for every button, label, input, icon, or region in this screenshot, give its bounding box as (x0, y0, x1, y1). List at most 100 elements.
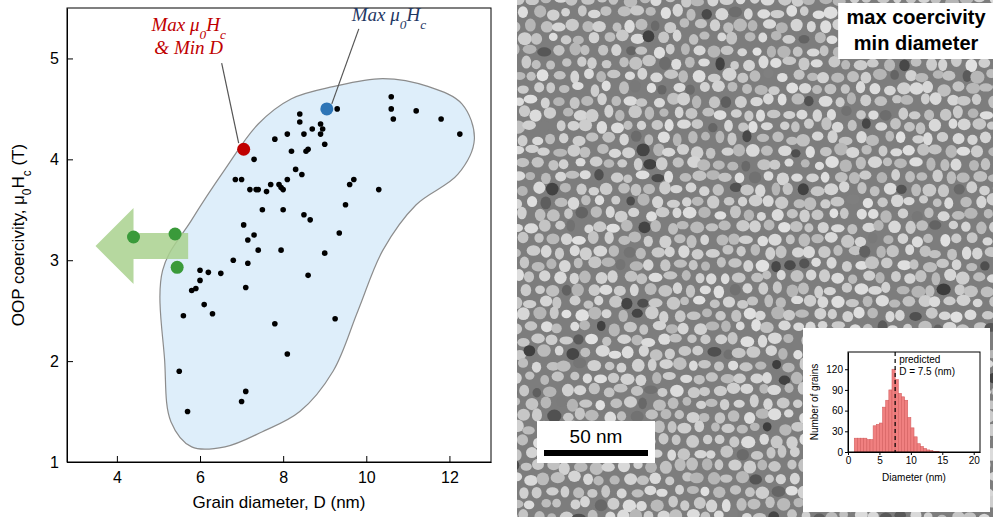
grain (737, 300, 748, 309)
grain (602, 257, 616, 267)
grain (523, 45, 537, 54)
scale-line (544, 450, 648, 456)
grain (713, 184, 724, 196)
grain (647, 83, 656, 93)
grain (786, 5, 797, 17)
grain (538, 120, 550, 132)
tick-mark (283, 456, 284, 462)
tick-label: 20 (969, 455, 981, 466)
grain (587, 360, 601, 371)
grain (812, 85, 822, 94)
bar (908, 418, 911, 452)
grain (609, 351, 622, 359)
grain (580, 348, 590, 357)
grain (616, 259, 626, 270)
grain (951, 234, 961, 244)
point (318, 131, 324, 137)
grain (547, 410, 561, 423)
grain (663, 271, 677, 279)
grain (728, 82, 738, 92)
grain (824, 287, 836, 295)
grain (623, 121, 632, 130)
grain (588, 10, 601, 19)
grain (730, 183, 742, 192)
grain (663, 372, 676, 380)
grain (777, 398, 790, 409)
grain (517, 459, 519, 471)
tick: 12 (441, 456, 459, 486)
grain (943, 297, 955, 306)
grain (595, 400, 605, 410)
grain (730, 284, 741, 296)
grain (763, 195, 774, 207)
grain (518, 85, 529, 93)
grain (557, 120, 566, 131)
grain (841, 235, 854, 248)
grain (700, 334, 710, 344)
point (189, 288, 195, 294)
tick-mark (67, 361, 73, 362)
grain (724, 197, 735, 206)
grain (967, 135, 977, 145)
grain (706, 148, 716, 159)
tick-label: 6 (196, 469, 205, 486)
grain (777, 498, 790, 511)
grain (861, 0, 871, 3)
grain (919, 195, 928, 203)
grain (694, 450, 706, 458)
grain (619, 81, 629, 94)
tick: 8 (279, 456, 288, 486)
grain (746, 144, 760, 157)
grain (607, 70, 620, 79)
grain (546, 60, 555, 69)
grain (668, 421, 677, 433)
tick: 0 (846, 452, 852, 466)
grain (966, 263, 977, 271)
grain (819, 96, 833, 107)
grain (807, 49, 820, 57)
grain (928, 145, 941, 155)
point (251, 157, 257, 163)
grain (635, 47, 647, 55)
grain (715, 412, 726, 424)
grain (950, 311, 962, 322)
grain (683, 207, 697, 219)
point (127, 231, 140, 244)
point (260, 207, 266, 213)
bar (861, 438, 864, 452)
grain (930, 92, 942, 105)
grain (645, 283, 657, 295)
grain (903, 296, 916, 307)
grain (737, 73, 748, 83)
point (243, 389, 249, 395)
grain (526, 447, 538, 458)
grain (601, 485, 610, 498)
grain (650, 73, 662, 83)
grain (617, 159, 627, 167)
grain (605, 32, 616, 42)
grain (559, 260, 571, 272)
bar (854, 438, 857, 452)
grain (547, 513, 556, 517)
bar (867, 440, 870, 452)
tick: 3 (50, 252, 73, 269)
point (297, 119, 303, 125)
grain (703, 435, 712, 445)
label-box (838, 3, 993, 59)
frame (848, 352, 980, 452)
grain (980, 132, 991, 144)
grain (924, 110, 934, 121)
grain (885, 131, 894, 142)
grain (791, 121, 800, 132)
grain (777, 46, 790, 58)
grain (628, 208, 639, 217)
grain (541, 321, 553, 332)
grain (732, 272, 746, 282)
reference-label: D = 7.5 (nm) (899, 366, 955, 377)
grain (689, 34, 698, 45)
grain (524, 475, 537, 486)
grain (517, 171, 525, 180)
grain (721, 96, 732, 108)
grain (614, 384, 628, 393)
grain (682, 270, 691, 281)
